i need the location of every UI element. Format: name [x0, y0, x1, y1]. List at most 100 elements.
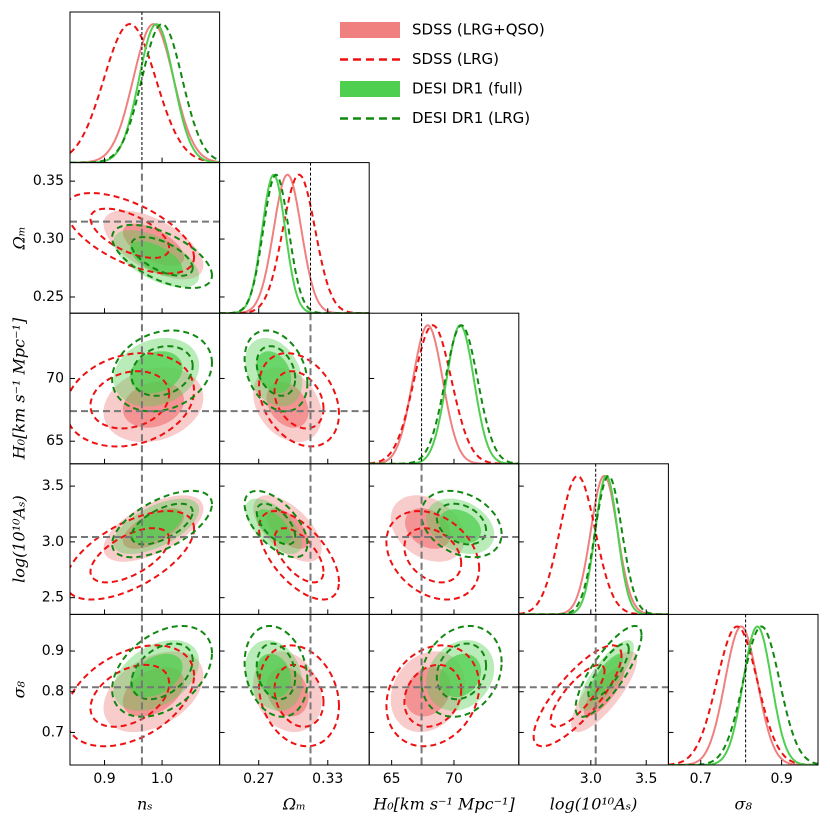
x-axis-label: H₀[km s⁻¹ Mpc⁻¹]	[372, 795, 515, 814]
contour	[89, 207, 171, 259]
contour	[89, 370, 171, 430]
y-tick-label: 0.8	[42, 684, 64, 700]
x-tick-label: 0.33	[312, 771, 343, 787]
panel	[219, 162, 370, 314]
legend-swatch	[340, 81, 400, 97]
panel	[369, 614, 519, 765]
x-tick-label: 3.0	[580, 771, 602, 787]
y-tick-label: 3.0	[42, 534, 64, 550]
marginal-curve	[668, 625, 819, 766]
contour	[405, 667, 451, 717]
contour	[111, 223, 214, 289]
panel	[70, 12, 220, 163]
x-tick-label: 65	[383, 771, 401, 787]
legend-label: SDSS (LRG)	[412, 50, 499, 68]
legend-label: SDSS (LRG+QSO)	[412, 21, 545, 39]
contour	[243, 625, 309, 718]
panel	[668, 614, 819, 766]
contour	[549, 663, 606, 728]
contour	[385, 510, 481, 601]
contour	[130, 502, 194, 546]
marginal-curve	[70, 22, 220, 163]
panel	[518, 463, 669, 615]
y-tick-label: 0.7	[42, 724, 64, 740]
panel	[219, 614, 370, 765]
panel	[70, 614, 220, 765]
contour	[89, 527, 171, 584]
x-tick-label: 1.0	[151, 771, 173, 787]
x-tick-label: 0.9	[93, 771, 115, 787]
contour	[385, 644, 481, 748]
marginal-curve	[369, 324, 519, 464]
panel	[219, 463, 370, 615]
marginal-curve	[668, 625, 818, 766]
marginal-curve	[518, 474, 669, 615]
y-axis-label: σ₈	[10, 680, 29, 698]
contour	[111, 329, 214, 413]
contour	[257, 352, 341, 448]
panel	[518, 614, 669, 765]
contour	[130, 642, 194, 701]
contour	[70, 509, 196, 601]
contour	[89, 663, 171, 728]
panel	[70, 463, 220, 615]
contour	[130, 351, 183, 394]
y-tick-label: 0.30	[33, 231, 64, 247]
y-axis-label: H₀[km s⁻¹ Mpc⁻¹]	[10, 317, 29, 460]
contour	[70, 192, 196, 275]
x-tick-label: 0.27	[243, 771, 274, 787]
contour	[255, 642, 297, 701]
panel-frame	[219, 162, 370, 314]
contour	[130, 345, 194, 397]
x-tick-label: 0.9	[770, 771, 792, 787]
contour	[257, 644, 341, 748]
legend-label: DESI DR1 (full)	[412, 80, 523, 98]
contour	[243, 489, 309, 559]
y-tick-label: 3.5	[42, 478, 64, 494]
panel	[70, 313, 220, 464]
panel	[219, 313, 370, 464]
y-tick-label: 0.9	[42, 643, 64, 659]
legend-label: DESI DR1 (LRG)	[412, 109, 530, 127]
panel	[369, 313, 519, 464]
contour	[439, 509, 482, 544]
contour	[435, 502, 488, 546]
panel	[70, 162, 220, 314]
x-tick-label: 3.5	[635, 771, 657, 787]
marginal-curve	[518, 475, 669, 615]
contour	[111, 625, 214, 718]
y-tick-label: 70	[46, 370, 64, 386]
marginal-curve	[668, 625, 818, 766]
contour	[70, 352, 196, 448]
contour	[130, 509, 183, 544]
contour	[574, 625, 643, 718]
x-axis-label: log(10¹⁰Aₛ)	[550, 795, 638, 814]
x-axis-label: σ₈	[735, 795, 753, 814]
legend-swatch	[340, 22, 400, 38]
y-tick-label: 65	[46, 433, 64, 449]
contour	[266, 381, 309, 428]
y-axis-label: Ωₘ	[10, 226, 29, 250]
x-tick-label: 70	[445, 771, 463, 787]
y-tick-label: 2.5	[42, 590, 64, 606]
panel-frame	[667, 613, 819, 766]
x-axis-label: Ωₘ	[282, 795, 306, 814]
contour	[587, 642, 630, 701]
marginal-curve	[219, 173, 370, 314]
contour	[255, 502, 297, 546]
panel	[369, 463, 519, 615]
x-tick-label: 0.7	[690, 771, 712, 787]
marginal-curve	[668, 625, 819, 766]
y-axis-label: log(10¹⁰Aₛ)	[10, 495, 29, 583]
marginal-curve	[70, 22, 220, 163]
contour	[403, 663, 463, 728]
y-tick-label: 0.35	[33, 173, 64, 189]
contour	[256, 509, 292, 544]
contour	[532, 644, 623, 748]
y-tick-label: 0.25	[33, 289, 64, 305]
contour	[435, 642, 488, 701]
x-axis-label: nₛ	[137, 795, 153, 814]
contour	[130, 236, 194, 277]
contour	[256, 351, 292, 394]
